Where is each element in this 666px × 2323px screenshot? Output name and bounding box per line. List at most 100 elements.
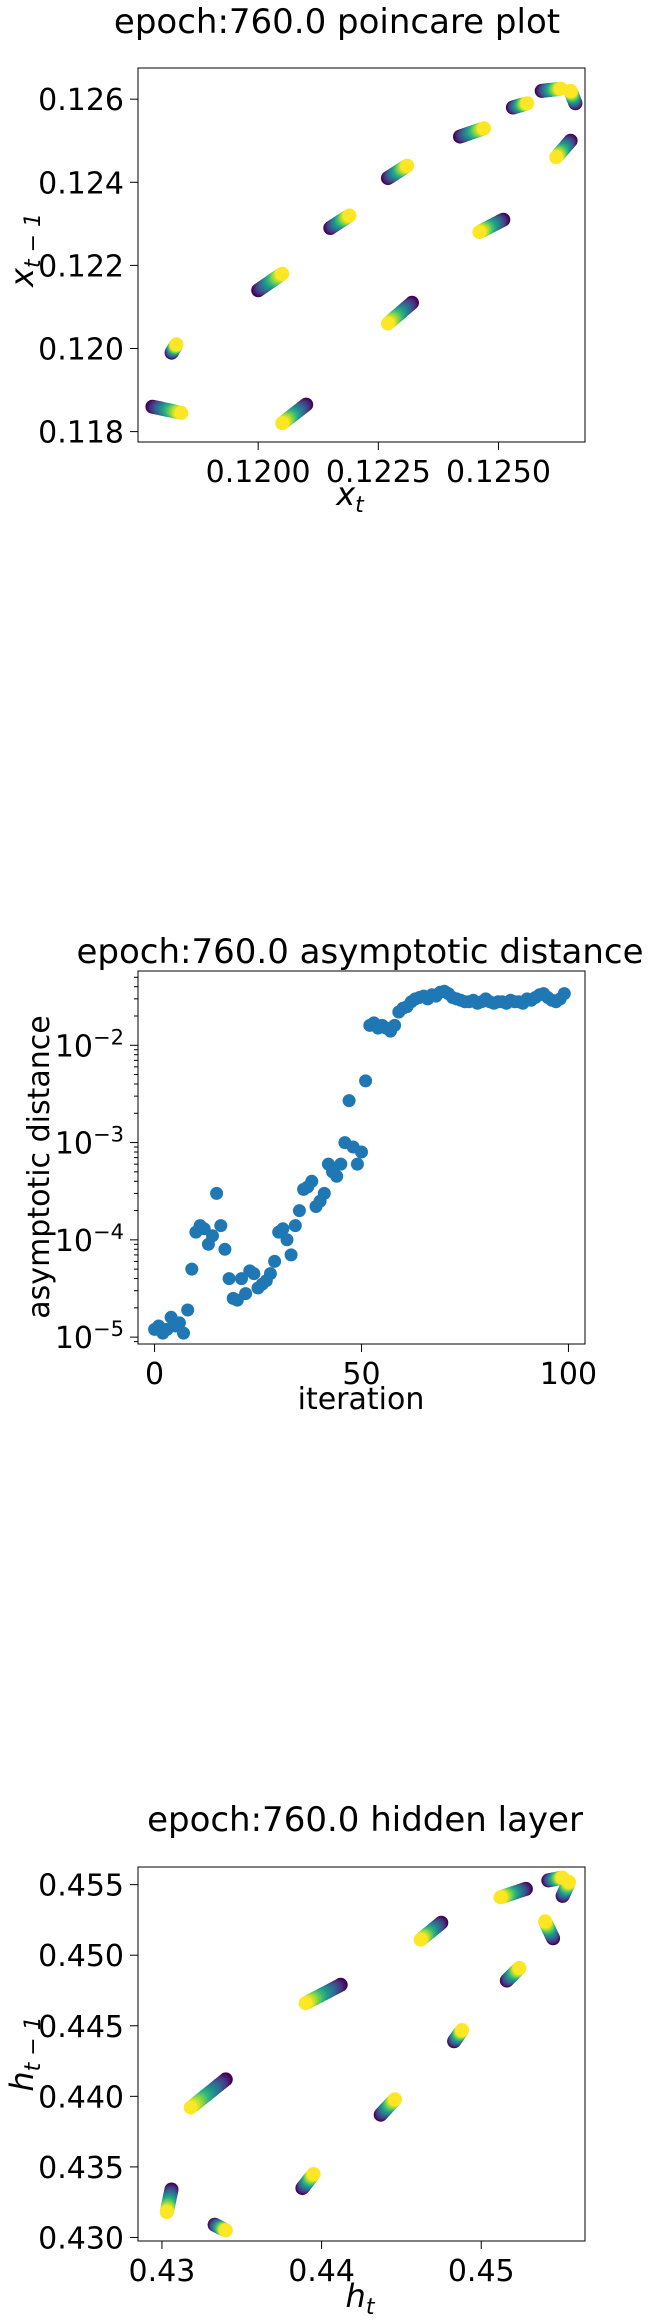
chart-title: epoch:760.0 asymptotic distance (77, 932, 644, 972)
y-tick-label: 0.122 (38, 249, 124, 284)
asymptotic-distance-plot: epoch:760.0 asymptotic distance 0 50 100 1… (22, 932, 644, 1417)
y-tick-label: 10−3 (55, 1123, 124, 1162)
y-tick-label: 0.445 (38, 2010, 124, 2045)
y-tick-label: 10−4 (55, 1220, 124, 1259)
data-point (214, 1219, 228, 1233)
data-point (413, 1932, 428, 1947)
y-axis: 0.430 0.435 0.440 0.445 0.450 0.455 (38, 1869, 138, 2256)
data-point (557, 987, 571, 1001)
data-point (455, 2023, 470, 2037)
y-tick-label: 0.430 (38, 2221, 124, 2256)
data-point (222, 1272, 236, 1286)
data-point (288, 1219, 302, 1233)
data-point (400, 158, 415, 173)
chart-title: epoch:760.0 poincare plot (114, 2, 560, 42)
poincare-plot: epoch:760.0 poincare plot 0.1200 0.1225 0.… (3, 2, 586, 518)
data-point (218, 1242, 232, 1256)
x-tick-label: 50 (342, 1357, 380, 1392)
data-point (388, 1018, 402, 1032)
data-point (268, 1254, 282, 1268)
y-tick-label: 0.455 (38, 1869, 124, 1904)
x-tick-label: 0.1225 (326, 455, 431, 490)
data-point (359, 1074, 373, 1088)
data-point (298, 1996, 313, 2011)
data-point (159, 2205, 174, 2220)
data-point (280, 1233, 294, 1247)
poincare-figure: epoch:760.0 poincare plot 0.1200 0.1225 0.… (0, 0, 666, 520)
points-layer (148, 984, 571, 1340)
y-tick-label: 0.124 (38, 166, 124, 201)
points-layer (145, 81, 583, 431)
x-axis: 0.43 0.44 0.45 (129, 2241, 515, 2289)
x-axis-label: ht (346, 2277, 376, 2320)
x-axis: 0.1200 0.1225 0.1250 (206, 442, 551, 490)
data-point (247, 1267, 261, 1281)
data-point (355, 1145, 368, 1159)
data-point (239, 1287, 253, 1301)
data-point (174, 405, 189, 420)
x-axis-label: iteration (298, 1382, 425, 1417)
data-point (334, 1157, 348, 1171)
data-point (342, 208, 357, 223)
data-point (206, 1229, 219, 1243)
data-point (342, 1094, 356, 1108)
data-point (555, 1870, 570, 1885)
data-point (549, 150, 564, 165)
x-axis: 0 50 100 (145, 1344, 597, 1392)
x-tick-label: 0.1250 (446, 455, 551, 490)
data-point (263, 1267, 277, 1281)
y-tick-label: 0.435 (38, 2151, 124, 2186)
x-tick-label: 100 (540, 1357, 597, 1392)
data-point (284, 1248, 298, 1262)
data-point (305, 1174, 319, 1188)
data-point (218, 2223, 233, 2238)
x-tick-label: 0.43 (129, 2254, 196, 2289)
x-tick-label: 0.45 (448, 2254, 515, 2289)
y-axis-label: xt − 1 (3, 213, 46, 288)
data-point (477, 121, 492, 136)
data-point (292, 1204, 306, 1218)
data-point (181, 1303, 195, 1317)
data-point (330, 1169, 344, 1183)
y-tick-label: 10−5 (55, 1317, 124, 1356)
data-point (317, 1186, 331, 1200)
data-point (275, 266, 290, 281)
y-tick-label: 0.440 (38, 2080, 124, 2115)
data-point (380, 316, 395, 331)
data-point (306, 2167, 321, 2181)
x-tick-label: 0.44 (288, 2254, 355, 2289)
data-point (185, 1262, 199, 1276)
y-tick-label: 0.118 (38, 416, 124, 451)
y-tick-label: 0.450 (38, 1939, 124, 1974)
y-tick-label: 0.120 (38, 333, 124, 368)
x-tick-label: 0 (145, 1357, 164, 1392)
data-point (177, 1326, 190, 1340)
asymptotic-distance-figure: epoch:760.0 asymptotic distance 0 50 100 1… (0, 900, 666, 1440)
plot-frame (137, 67, 586, 443)
data-point (520, 96, 535, 111)
y-axis-label: ht − 1 (3, 2016, 46, 2091)
data-point (512, 1960, 527, 1975)
data-point (350, 1157, 364, 1171)
hidden-layer-figure: epoch:760.0 hidden layer 0.43 0.44 0.45 0.… (0, 1790, 666, 2323)
chart-title: epoch:760.0 hidden layer (147, 1800, 583, 1840)
y-axis: 0.118 0.120 0.122 0.124 0.126 (38, 83, 138, 451)
y-axis-label: asymptotic distance (22, 1015, 57, 1318)
data-point (275, 416, 290, 431)
data-point (235, 1272, 248, 1286)
data-point (210, 1186, 224, 1200)
data-point (388, 2092, 402, 2107)
y-tick-label: 10−2 (55, 1025, 124, 1064)
y-tick-label: 0.126 (38, 83, 124, 118)
data-point (276, 1222, 290, 1236)
hidden-layer-plot: epoch:760.0 hidden layer 0.43 0.44 0.45 0.… (3, 1800, 586, 2320)
data-point (183, 2100, 198, 2115)
x-tick-label: 0.1200 (206, 455, 311, 490)
data-point (563, 83, 578, 98)
y-axis: 10−5 10−4 10−3 10−2 (55, 976, 138, 1356)
points-layer (159, 1870, 576, 2238)
data-point (472, 225, 487, 240)
data-point (169, 337, 184, 352)
data-point (493, 1890, 508, 1905)
data-point (538, 1914, 553, 1929)
